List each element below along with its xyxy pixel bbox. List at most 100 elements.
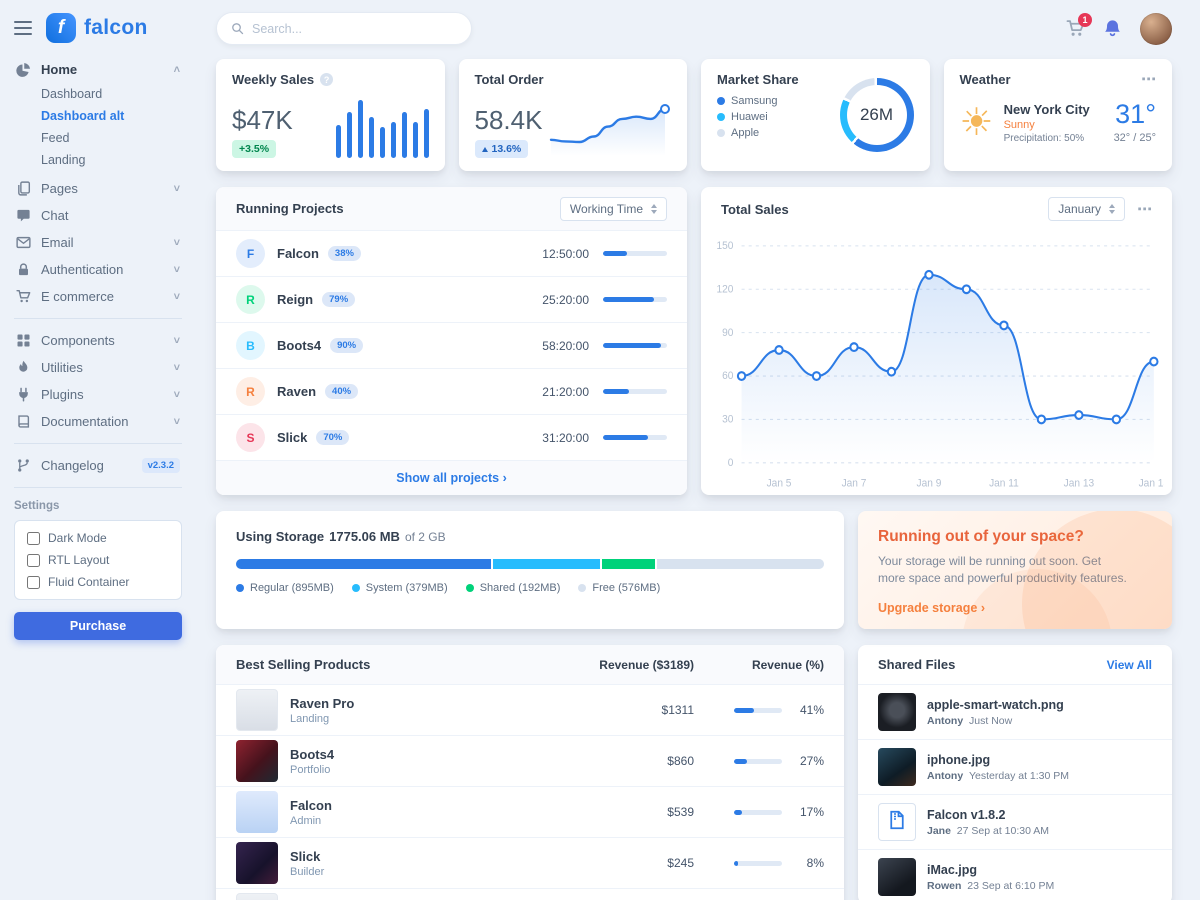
project-row: B Boots4 90% 58:20:00 bbox=[216, 323, 687, 369]
product-revenue-bar bbox=[734, 809, 782, 815]
puzzle-icon bbox=[16, 333, 31, 348]
product-name-link[interactable]: Falcon bbox=[290, 797, 332, 813]
caret-up-icon bbox=[481, 146, 488, 152]
product-name-link[interactable]: Boots4 bbox=[290, 746, 335, 762]
sidebar-item-documentation[interactable]: Documentation ˅ bbox=[14, 408, 182, 435]
dark-mode-option[interactable]: Dark Mode bbox=[27, 531, 169, 545]
cart-icon[interactable]: 1 bbox=[1066, 13, 1092, 38]
sidebar-item-chat[interactable]: Chat bbox=[14, 202, 182, 229]
product-revenue: $539 bbox=[667, 805, 694, 819]
sidebar-item-changelog[interactable]: Changelog v2.3.2 bbox=[14, 452, 182, 479]
file-name-link[interactable]: iMac.jpg bbox=[927, 862, 978, 877]
working-time-select[interactable]: Working Time bbox=[559, 196, 667, 221]
bar bbox=[368, 117, 374, 158]
project-time: 58:20:00 bbox=[542, 338, 589, 353]
product-category-link[interactable]: Landing bbox=[290, 712, 330, 725]
product-thumbnail bbox=[236, 842, 278, 884]
nav-label: Home bbox=[41, 62, 78, 77]
svg-text:0: 0 bbox=[728, 458, 734, 469]
more-options-icon[interactable]: ⋯ bbox=[1137, 200, 1152, 218]
sidebar-item-email[interactable]: Email ˅ bbox=[14, 229, 182, 256]
sun-icon: ☀ bbox=[959, 101, 994, 144]
bar bbox=[390, 122, 396, 158]
project-name-link[interactable]: Falcon bbox=[277, 246, 319, 261]
search-box[interactable] bbox=[216, 12, 472, 45]
sidebar-item-ecommerce[interactable]: E commerce ˅ bbox=[14, 283, 182, 310]
sidebar-item-feed[interactable]: Feed bbox=[41, 131, 70, 145]
dark-mode-checkbox[interactable] bbox=[27, 531, 40, 545]
market-share-donut-chart: 26M bbox=[839, 78, 914, 152]
info-icon[interactable]: ? bbox=[320, 73, 334, 86]
hamburger-menu-icon[interactable] bbox=[14, 21, 32, 35]
project-progress-bar bbox=[603, 435, 667, 440]
sidebar-item-landing[interactable]: Landing bbox=[41, 153, 86, 167]
brand-logo[interactable]: f falcon bbox=[46, 13, 148, 43]
project-row: S Slick 70% 31:20:00 bbox=[216, 415, 687, 461]
product-thumbnail bbox=[236, 740, 278, 782]
product-category-link[interactable]: Builder bbox=[290, 865, 325, 878]
product-category-link[interactable]: Admin bbox=[290, 814, 322, 827]
sidebar-item-authentication[interactable]: Authentication ˅ bbox=[14, 256, 182, 283]
storage-segment-shared bbox=[601, 559, 657, 569]
month-select[interactable]: January bbox=[1048, 197, 1125, 221]
legend-label: Huawei bbox=[731, 111, 768, 123]
running-projects-card: Running Projects Working Time F Falcon 3… bbox=[216, 187, 687, 495]
promo-body: Your storage will be running out soon. G… bbox=[878, 554, 1127, 586]
rtl-layout-option[interactable]: RTL Layout bbox=[27, 553, 169, 567]
file-name-link[interactable]: apple-smart-watch.png bbox=[927, 697, 1064, 712]
product-name-link[interactable]: Raven Pro bbox=[290, 695, 355, 711]
project-avatar: R bbox=[236, 377, 265, 406]
weekly-sales-badge: +3.5% bbox=[232, 140, 277, 158]
sidebar-item-utilities[interactable]: Utilities ˅ bbox=[14, 354, 182, 381]
file-name-link[interactable]: iphone.jpg bbox=[927, 752, 991, 767]
file-name-link[interactable]: Falcon v1.8.2 bbox=[927, 807, 1006, 822]
project-progress-badge: 79% bbox=[322, 292, 356, 307]
fluid-container-checkbox[interactable] bbox=[27, 575, 40, 589]
purchase-button[interactable]: Purchase bbox=[14, 612, 182, 640]
user-avatar[interactable] bbox=[1140, 12, 1172, 45]
project-time: 25:20:00 bbox=[542, 292, 589, 307]
product-row: Falcon Admin $539 17% bbox=[216, 787, 844, 838]
project-name-link[interactable]: Slick bbox=[277, 430, 308, 445]
fluid-container-option[interactable]: Fluid Container bbox=[27, 575, 169, 589]
sidebar-item-components[interactable]: Components ˅ bbox=[14, 327, 182, 354]
sidebar-item-dashboard[interactable]: Dashboard bbox=[41, 87, 103, 101]
card-title: Running Projects bbox=[236, 201, 344, 216]
rtl-layout-checkbox[interactable] bbox=[27, 553, 40, 567]
project-avatar: B bbox=[236, 331, 265, 360]
product-name-link[interactable]: Slick bbox=[290, 848, 321, 864]
product-category-link[interactable]: Portfolio bbox=[290, 763, 331, 776]
project-row: R Raven 40% 21:20:00 bbox=[216, 369, 687, 415]
project-name-link[interactable]: Raven bbox=[277, 384, 317, 399]
nav-label: Email bbox=[41, 235, 74, 250]
sidebar-item-home[interactable]: Home ˄ bbox=[14, 56, 182, 83]
project-name-link[interactable]: Boots4 bbox=[277, 338, 322, 353]
product-revenue: $245 bbox=[667, 856, 694, 870]
version-badge: v2.3.2 bbox=[141, 458, 180, 473]
project-row: F Falcon 38% 12:50:00 bbox=[216, 231, 687, 277]
view-all-link[interactable]: View All bbox=[1106, 657, 1152, 672]
sidebar-divider bbox=[14, 487, 182, 488]
sidebar: f falcon Home ˄ Dashboard Dashboard alt … bbox=[0, 0, 196, 900]
file-thumbnail bbox=[878, 693, 916, 731]
project-name-link[interactable]: Reign bbox=[277, 292, 314, 307]
sidebar-item-pages[interactable]: Pages ˅ bbox=[14, 175, 182, 202]
topbar-actions: 1 bbox=[1066, 12, 1172, 45]
upgrade-storage-link[interactable]: Upgrade storage › bbox=[878, 600, 985, 615]
bar bbox=[357, 100, 363, 158]
show-all-projects-link[interactable]: Show all projects › bbox=[396, 471, 507, 485]
bell-icon[interactable] bbox=[1103, 19, 1122, 38]
sidebar-item-dashboard-alt[interactable]: Dashboard alt bbox=[41, 109, 125, 123]
comments-icon bbox=[16, 208, 31, 223]
nav-label: Plugins bbox=[41, 387, 84, 402]
more-options-icon[interactable]: ⋯ bbox=[1141, 71, 1156, 88]
sidebar-item-plugins[interactable]: Plugins ˅ bbox=[14, 381, 182, 408]
settings-heading: Settings bbox=[14, 500, 60, 512]
chevron-down-icon: ˅ bbox=[173, 415, 180, 428]
promo-title: Running out of your space? bbox=[878, 528, 1084, 545]
search-input[interactable] bbox=[252, 21, 457, 36]
select-value: Working Time bbox=[569, 201, 643, 216]
product-thumbnail bbox=[236, 791, 278, 833]
storage-progress-bar bbox=[236, 559, 824, 569]
